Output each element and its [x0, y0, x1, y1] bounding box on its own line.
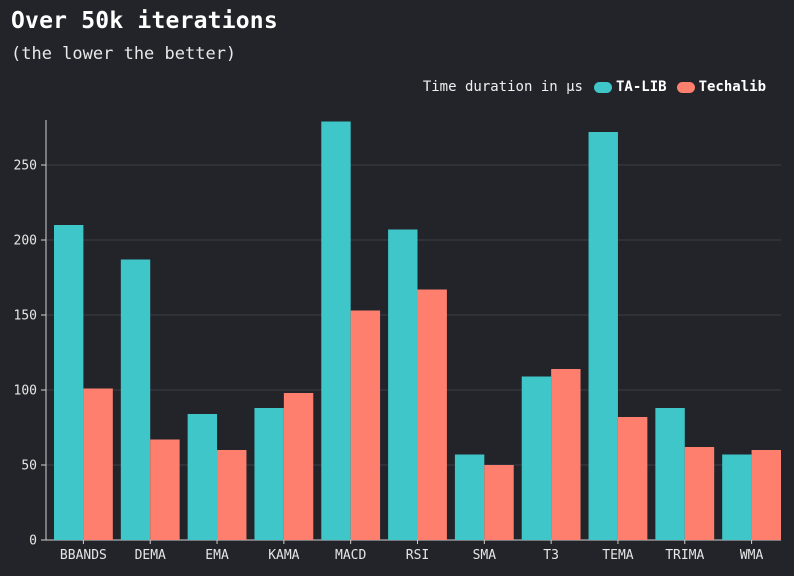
bar-talib-wma — [722, 454, 752, 540]
bar-talib-bbands — [54, 225, 84, 540]
bar-talib-dema — [120, 259, 151, 540]
y-tick-label-100: 100 — [14, 384, 37, 399]
bar-talib-kama — [254, 408, 284, 540]
bar-talib-t3 — [521, 376, 552, 540]
y-tick-label-0: 0 — [29, 534, 37, 549]
x-tick-label-wma: WMA — [740, 548, 764, 563]
bar-talib-tema — [588, 132, 618, 540]
bar-techalib-wma — [751, 450, 781, 540]
x-tick-label-dema: DEMA — [135, 548, 166, 563]
x-tick-label-rsi: RSI — [406, 548, 429, 563]
bar-techalib-ema — [217, 450, 247, 540]
bar-techalib-tema — [617, 417, 648, 540]
bar-talib-ema — [187, 414, 218, 540]
legend-item-techalib[interactable]: Techalib — [676, 79, 766, 95]
bar-techalib-bbands — [83, 388, 113, 540]
y-tick-label-250: 250 — [14, 159, 37, 174]
x-tick-label-tema: TEMA — [602, 548, 633, 563]
legend: Time duration in μs TA-LIB Techalib — [423, 79, 766, 95]
legend-swatch-talib — [593, 81, 612, 93]
bar-talib-sma — [454, 454, 485, 540]
bar-techalib-trima — [684, 447, 715, 540]
legend-item-talib[interactable]: TA-LIB — [593, 79, 667, 95]
chart-subtitle: (the lower the better) — [11, 44, 237, 64]
x-tick-label-macd: MACD — [335, 548, 366, 563]
y-tick-label-150: 150 — [14, 309, 37, 324]
x-tick-label-bbands: BBANDS — [60, 548, 107, 563]
legend-label: Time duration in μs — [422, 79, 583, 95]
bar-techalib-rsi — [417, 289, 447, 540]
bar-techalib-macd — [350, 310, 381, 540]
legend-name-talib: TA-LIB — [615, 79, 667, 95]
x-tick-label-trima: TRIMA — [665, 548, 704, 563]
bar-talib-macd — [321, 121, 351, 540]
x-tick-label-sma: SMA — [473, 548, 497, 563]
bar-talib-rsi — [388, 229, 418, 540]
x-tick-label-t3: T3 — [543, 548, 559, 563]
y-tick-label-200: 200 — [14, 234, 37, 249]
x-tick-label-ema: EMA — [205, 548, 229, 563]
bar-talib-trima — [655, 408, 685, 540]
legend-swatch-techalib — [676, 81, 695, 93]
legend-name-techalib: Techalib — [698, 79, 766, 95]
x-tick-label-kama: KAMA — [268, 548, 299, 563]
bar-techalib-t3 — [551, 369, 581, 540]
y-tick-label-50: 50 — [21, 459, 37, 474]
bar-techalib-sma — [484, 465, 514, 540]
bar-techalib-dema — [150, 439, 180, 540]
bar-techalib-kama — [283, 393, 314, 540]
chart-title: Over 50k iterations — [11, 8, 278, 34]
